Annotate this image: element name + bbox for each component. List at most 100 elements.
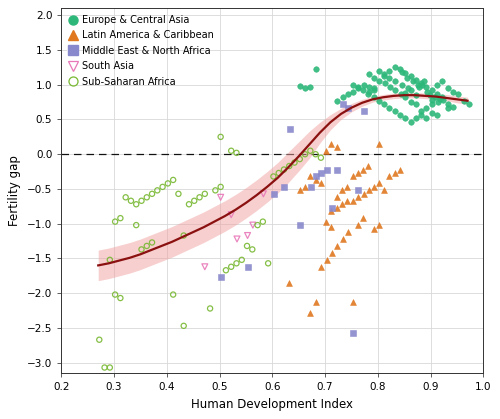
Point [338,94,346,101]
Point [396,111,404,118]
Point [375,140,383,147]
Point [414,81,422,88]
Point [334,243,342,249]
Point [122,194,130,201]
Point [111,291,119,298]
Point [370,94,378,101]
Point [428,109,436,116]
Point [364,163,372,169]
Point [286,125,294,132]
Point [259,218,267,225]
Point [386,173,394,180]
Point [158,184,166,190]
Point [370,75,378,81]
Point [391,170,399,176]
Point [116,295,124,301]
Point [417,111,425,118]
Point [201,264,209,270]
Point [317,180,325,187]
Point [354,83,362,90]
Point [296,222,304,228]
Point [428,87,436,94]
Point [407,87,415,94]
Point [364,91,372,97]
Point [307,184,315,190]
Point [280,166,288,173]
Point [396,166,404,173]
Point [402,94,409,101]
Point [404,85,412,92]
Point [301,85,309,92]
Point [391,64,399,71]
Point [380,80,388,87]
Point [376,78,384,85]
Y-axis label: Fertility gap: Fertility gap [8,155,22,226]
Point [169,176,177,183]
Point [216,184,224,190]
Point [132,201,140,207]
Point [138,197,145,204]
Point [433,81,441,88]
Point [143,243,151,249]
Point [132,222,140,228]
Point [349,329,357,336]
Point [328,208,336,215]
Point [391,108,399,114]
Point [328,204,336,211]
Point [317,154,325,161]
Point [116,215,124,222]
Point [322,219,330,226]
Point [360,108,368,114]
Point [306,147,314,154]
Point [434,99,442,106]
Point [423,88,431,95]
Point [148,191,156,197]
Point [232,150,240,156]
Point [216,194,224,201]
Point [408,78,416,85]
Point [398,81,406,88]
Point [174,191,182,197]
Point [270,191,278,197]
Point [322,166,330,173]
Point [354,194,362,201]
Point [392,87,400,94]
Legend: Europe & Central Asia, Latin America & Caribbean, Middle East & North Africa, So: Europe & Central Asia, Latin America & C… [66,13,216,88]
Point [233,235,241,242]
Point [111,218,119,225]
Point [138,246,145,253]
Point [216,134,224,140]
Point [370,87,378,94]
Point [334,166,342,173]
Point [100,364,108,371]
Point [349,88,357,95]
Point [412,77,420,83]
Point [375,222,383,228]
Point [365,71,373,78]
Point [206,305,214,312]
Point [196,194,203,201]
Point [338,201,346,207]
Point [454,91,462,97]
Point [344,197,351,204]
Point [106,256,114,263]
Point [227,211,235,218]
Point [464,101,472,108]
Point [344,184,351,190]
Point [249,222,257,228]
Point [444,85,452,92]
Point [433,91,441,97]
Point [418,81,426,88]
Point [312,151,320,158]
Point [422,115,430,122]
Point [127,197,135,204]
Point [328,224,336,230]
Point [164,180,172,187]
Point [312,176,320,183]
Point [354,187,362,194]
Point [417,80,425,87]
Point [96,336,104,343]
Point [312,298,320,305]
Point [180,232,188,239]
Point [338,235,346,242]
